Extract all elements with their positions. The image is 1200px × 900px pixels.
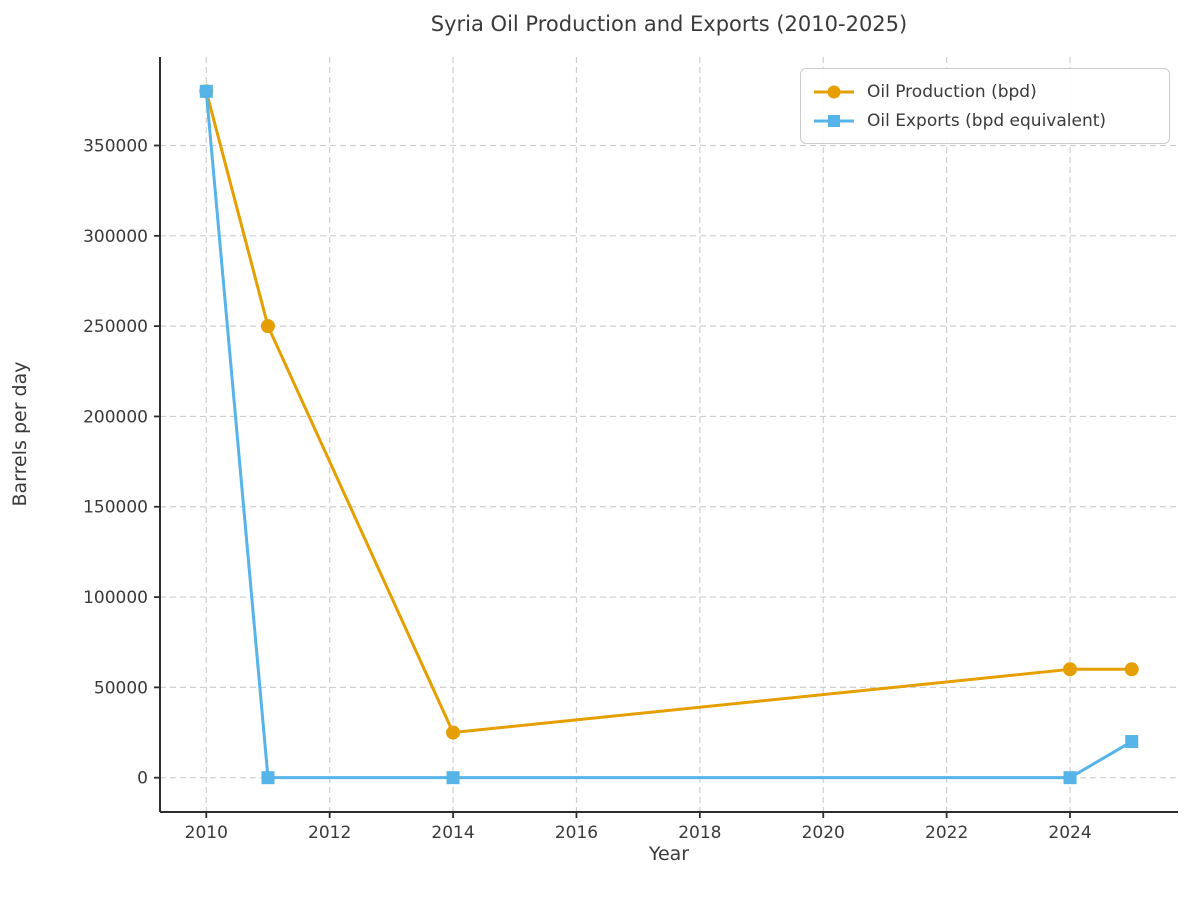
legend-label-exports: Oil Exports (bpd equivalent) [867, 110, 1107, 131]
y-tick-label: 200000 [83, 407, 148, 427]
x-tick-label: 2024 [1048, 823, 1091, 843]
x-tick-label: 2014 [431, 823, 474, 843]
y-tick-label: 0 [137, 769, 148, 789]
production-marker [1124, 662, 1139, 677]
chart-title: Syria Oil Production and Exports (2010-2… [430, 12, 908, 36]
production-marker [1063, 662, 1078, 677]
exports-line-swatch [814, 114, 854, 127]
exports-marker [446, 771, 460, 785]
x-axis-label: Year [648, 843, 690, 865]
exports-marker [261, 771, 275, 785]
exports-marker [1125, 735, 1139, 749]
production-line [204, 89, 1134, 735]
y-axis-label: Barrels per day [9, 361, 31, 507]
y-tick-label: 100000 [83, 588, 148, 608]
legend-label-production: Oil Production (bpd) [867, 81, 1037, 102]
legend-item-exports: Oil Exports (bpd equivalent) [813, 106, 1157, 135]
x-tick-label: 2016 [555, 823, 598, 843]
exports-line [204, 89, 1134, 780]
y-tick-label: 350000 [83, 137, 148, 157]
x-tick-label: 2020 [802, 823, 845, 843]
y-tick-label: 250000 [83, 317, 148, 337]
exports-marker [1063, 771, 1077, 785]
y-tick-label: 50000 [94, 678, 148, 698]
production-line-swatch [814, 85, 854, 98]
legend: Oil Production (bpd) Oil Exports (bpd eq… [800, 68, 1170, 144]
x-tick-label: 2022 [925, 823, 968, 843]
y-tick-label: 150000 [83, 498, 148, 518]
exports-marker [199, 84, 213, 98]
x-tick-label: 2012 [308, 823, 351, 843]
x-tick-label: 2010 [185, 823, 228, 843]
legend-item-production: Oil Production (bpd) [813, 77, 1157, 106]
production-marker [446, 725, 461, 740]
x-tick-label: 2018 [678, 823, 721, 843]
production-marker [260, 319, 275, 334]
y-tick-label: 300000 [83, 227, 148, 247]
